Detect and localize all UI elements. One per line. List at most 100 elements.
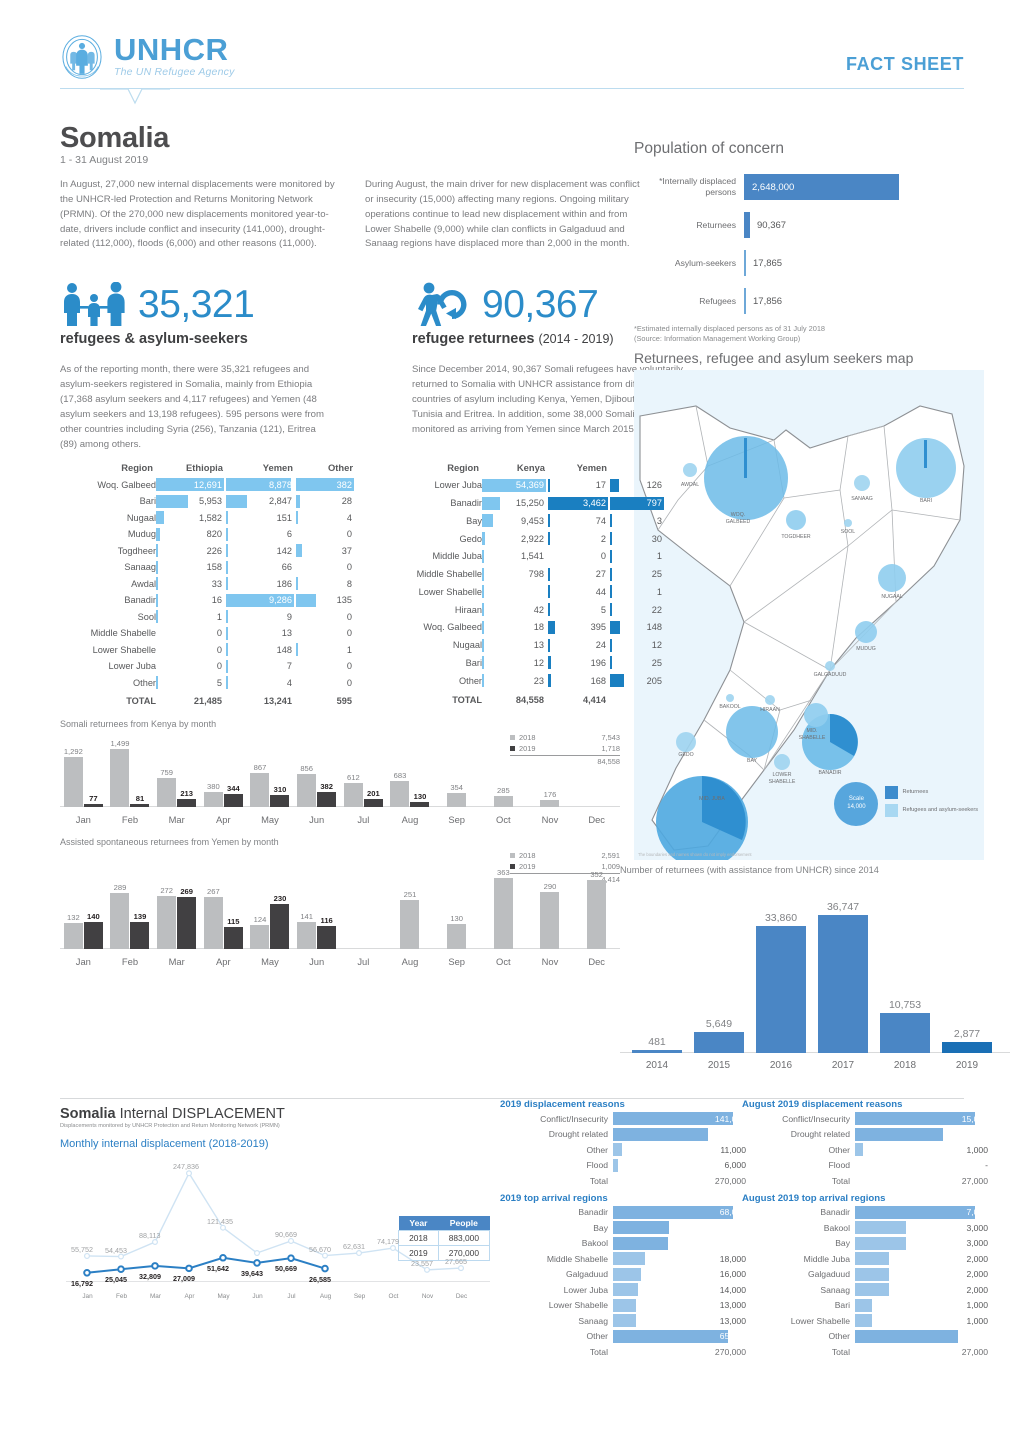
- table-row: Lower Shabelle 0 148 1: [60, 641, 356, 658]
- stat-label-returnees: refugee returnees (2014 - 2019): [412, 331, 684, 347]
- table-cell-value: 196: [548, 654, 610, 672]
- returnee-origin-table: Region Kenya Yemen Other Lower Juba54,36…: [390, 462, 666, 707]
- mini-bar: [613, 1143, 622, 1157]
- table-row: Mudug 820 6 0: [60, 526, 356, 543]
- poc-label: Refugees: [699, 295, 736, 306]
- line-point-label: 39,643: [241, 1268, 263, 1278]
- line-x-label: Oct: [388, 1293, 399, 1300]
- table-row: Middle Juba 1,541 0 1: [390, 548, 666, 566]
- poc-bar: [744, 288, 746, 314]
- mini-bar-value: 65,000: [719, 1331, 746, 1342]
- table-cell-region: Woq. Galbeed: [97, 479, 156, 490]
- reasons-2019-title: 2019 displacement reasons: [500, 1099, 625, 1110]
- table-cell-value: 5: [156, 674, 226, 691]
- map-bubble-middle-shabelle: [804, 702, 828, 727]
- table-cell-value: 148: [226, 641, 296, 658]
- poc-footnote-line1: *Estimated internally displaced persons …: [634, 324, 826, 333]
- mini-bar-label: Lower Juba: [563, 1284, 608, 1295]
- stat-body-returnees: Since December 2014, 90,367 Somali refug…: [412, 364, 683, 435]
- table-cell-value: 5,953: [156, 493, 226, 510]
- stat-label-refugees: refugees & asylum-seekers: [60, 331, 332, 347]
- mini-bar-label: Bakool: [581, 1238, 608, 1249]
- line-point: [288, 1237, 295, 1244]
- bar-2018: 176: [540, 790, 560, 808]
- table-cell-value: 22: [610, 601, 666, 619]
- intro-paragraphs: In August, 27,000 new internal displacem…: [60, 178, 650, 252]
- table-cell-region: Woq. Galbeed: [423, 622, 482, 633]
- poc-footnote: *Estimated internally displaced persons …: [634, 324, 994, 344]
- line-x-label: Mar: [149, 1293, 161, 1300]
- mini-bar-value: 13,000: [719, 1300, 746, 1311]
- mini-bar-value: 31,000: [719, 1238, 746, 1249]
- bar-2019: 116: [317, 916, 337, 950]
- table-cell-value: 24: [548, 636, 610, 654]
- year-people-table: Year People 2018 883,000 2019 270,000: [398, 1216, 491, 1261]
- table-cell-value: 2: [548, 530, 610, 548]
- bar-value-label: 1,499: [110, 739, 130, 749]
- mini-bar-label: Conflict/Insecurity: [782, 1113, 850, 1124]
- legend-name-2019: 2019: [519, 862, 536, 872]
- bar-group: 141 116: [293, 871, 340, 950]
- bar-2018: 867: [250, 763, 270, 808]
- bar-value-label: 683: [393, 771, 407, 781]
- table-cell-value: 1,541: [482, 548, 548, 566]
- returnee-table-body: Lower Juba 54,369 17 126 Banadir 15,250 3,462 7…: [390, 476, 666, 707]
- th-region: Region: [121, 462, 153, 474]
- legend-label-refugees: Refugees and asylum-seekers: [902, 807, 978, 814]
- bar-value-label: 230: [273, 894, 287, 904]
- line-point-label: 25,045: [105, 1275, 127, 1285]
- line-point-label: 16,792: [71, 1278, 93, 1288]
- legend-name-2018: 2018: [519, 733, 536, 743]
- bar-2018: 759: [157, 768, 177, 808]
- table-cell-value: 1: [296, 641, 356, 658]
- bar-2018: 354: [447, 783, 467, 808]
- line-point: [220, 1224, 227, 1231]
- line-point-label: 88,113: [139, 1231, 161, 1241]
- legend-grand-total: 84,558: [510, 755, 620, 766]
- population-of-concern-chart: *Internally displaced persons 2,648,000 …: [634, 168, 994, 320]
- line-point-label: 56,670: [309, 1244, 331, 1254]
- x-axis-label: Nov: [541, 814, 559, 826]
- mini-bar-value: 7,000: [966, 1207, 988, 1218]
- table-cell-value: 9: [226, 608, 296, 625]
- yp-th-year: Year: [398, 1216, 439, 1231]
- unhcr-emblem-icon: [62, 35, 102, 79]
- mini-bar-value: 68,000: [719, 1207, 746, 1218]
- x-axis-label: Sep: [448, 956, 465, 968]
- stat-label-text: refugees & asylum-seekers: [60, 331, 248, 348]
- legend-total-2019: 1,718: [601, 744, 621, 754]
- mini-bar-label: Flood: [586, 1160, 609, 1171]
- x-axis-label: Jan: [75, 956, 91, 968]
- bar-2018: 380: [203, 782, 223, 808]
- yp-year-2018: 2018: [398, 1230, 439, 1246]
- bar-2018: 141: [297, 912, 317, 950]
- mini-bar-value: -: [985, 1160, 988, 1171]
- mini-bar-row: Lower Juba 14,000: [500, 1282, 750, 1298]
- bar-value-label: 130: [450, 914, 463, 924]
- bar-value-label: 363: [496, 868, 510, 878]
- bar-group: 285: [480, 745, 527, 808]
- poc-row: *Internally displaced persons 2,648,000: [634, 168, 994, 206]
- table-cell-value: 142: [226, 542, 296, 559]
- map-bubble-sool: [844, 518, 852, 527]
- table-row: Awdal 33 186 8: [60, 575, 356, 592]
- table-cell-region: Bari: [139, 496, 156, 507]
- x-axis-label: Mar: [168, 814, 185, 826]
- table-cell-value: 12: [482, 654, 548, 672]
- table-cell-value: 382: [296, 476, 356, 493]
- map-bubble-awdal: [683, 462, 697, 477]
- table-row: Lower Juba 0 7 0: [60, 658, 356, 675]
- svg-text:MID.: MID.: [807, 728, 818, 734]
- table-cell-value: 17: [548, 476, 610, 494]
- table-cell-region: Lower Shabelle: [418, 586, 482, 597]
- somalia-map[interactable]: AWDAL WOQ. GALBEED TOGDHEER SANAAG BARI S…: [634, 369, 984, 860]
- x-axis-label: Dec: [588, 956, 605, 968]
- map-legend: Scale 14,000 Returnees Refugees and asyl…: [834, 781, 978, 826]
- stat-refugees-asylum-seekers: 35,321 refugees & asylum-seekers As of t…: [60, 282, 332, 452]
- page-header: UNHCR The UN Refugee Agency FACT SHEET: [60, 0, 964, 80]
- mini-bar: [855, 1298, 872, 1312]
- map-bubble-galgaduud: [825, 660, 835, 671]
- map-scale-value: 14,000: [847, 803, 866, 810]
- bar-2018: 856: [297, 764, 317, 808]
- th-region: Region: [447, 462, 479, 474]
